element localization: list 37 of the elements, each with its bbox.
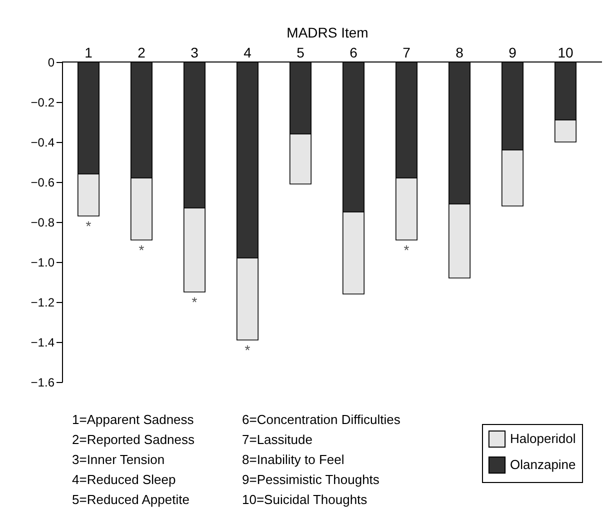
text: 5=Reduced Appetite: [72, 492, 190, 507]
y-tick-label: 0: [48, 56, 55, 70]
x-tick-label: 2: [138, 44, 146, 60]
y-tick-label: −1.4: [30, 336, 55, 350]
x-tick-label: 9: [508, 44, 517, 60]
text: 2=Reported Sadness: [72, 432, 196, 447]
y-tick-label: −0.2: [30, 96, 55, 110]
y-tick-label: −0.4: [30, 136, 55, 150]
text: 7=Lassitude: [242, 432, 312, 447]
annotation: *: [244, 342, 251, 358]
y-tick-label: −1.0: [30, 256, 55, 270]
y-tick-label: −1.6: [30, 376, 55, 390]
text: 4=Reduced Sleep: [72, 472, 176, 487]
x-tick-label: 8: [456, 44, 464, 60]
annotation: *: [404, 242, 410, 258]
text: 1=Apparent Sadness: [72, 412, 194, 427]
annotation: *: [138, 242, 145, 258]
x-tick-label: 10: [558, 44, 574, 60]
y-tick-label: −0.8: [30, 216, 55, 230]
legend-label: Haloperidol: [510, 431, 576, 446]
x-tick-label: 6: [350, 44, 358, 60]
text: 6=Concentration Difficulties: [242, 412, 401, 427]
text: 3=Inner Tension: [72, 452, 165, 467]
annotation: *: [192, 294, 198, 310]
legend-label: Olanzapine: [510, 457, 576, 472]
annotation: *: [86, 218, 92, 234]
x-tick-label: 4: [244, 44, 252, 60]
text: 8=Inability to Feel: [242, 452, 344, 467]
x-tick-label: 1: [84, 44, 93, 60]
x-tick-label: 5: [296, 44, 305, 60]
x-tick-label: 3: [190, 44, 199, 60]
x-axis-title: MADRS Item: [286, 24, 368, 40]
x-tick-label: 7: [402, 44, 411, 60]
text: 9=Pessimistic Thoughts: [242, 472, 380, 487]
y-tick-label: −1.2: [30, 296, 55, 310]
y-tick-label: −0.6: [30, 176, 55, 190]
text: 10=Suicidal Thoughts: [242, 492, 368, 507]
